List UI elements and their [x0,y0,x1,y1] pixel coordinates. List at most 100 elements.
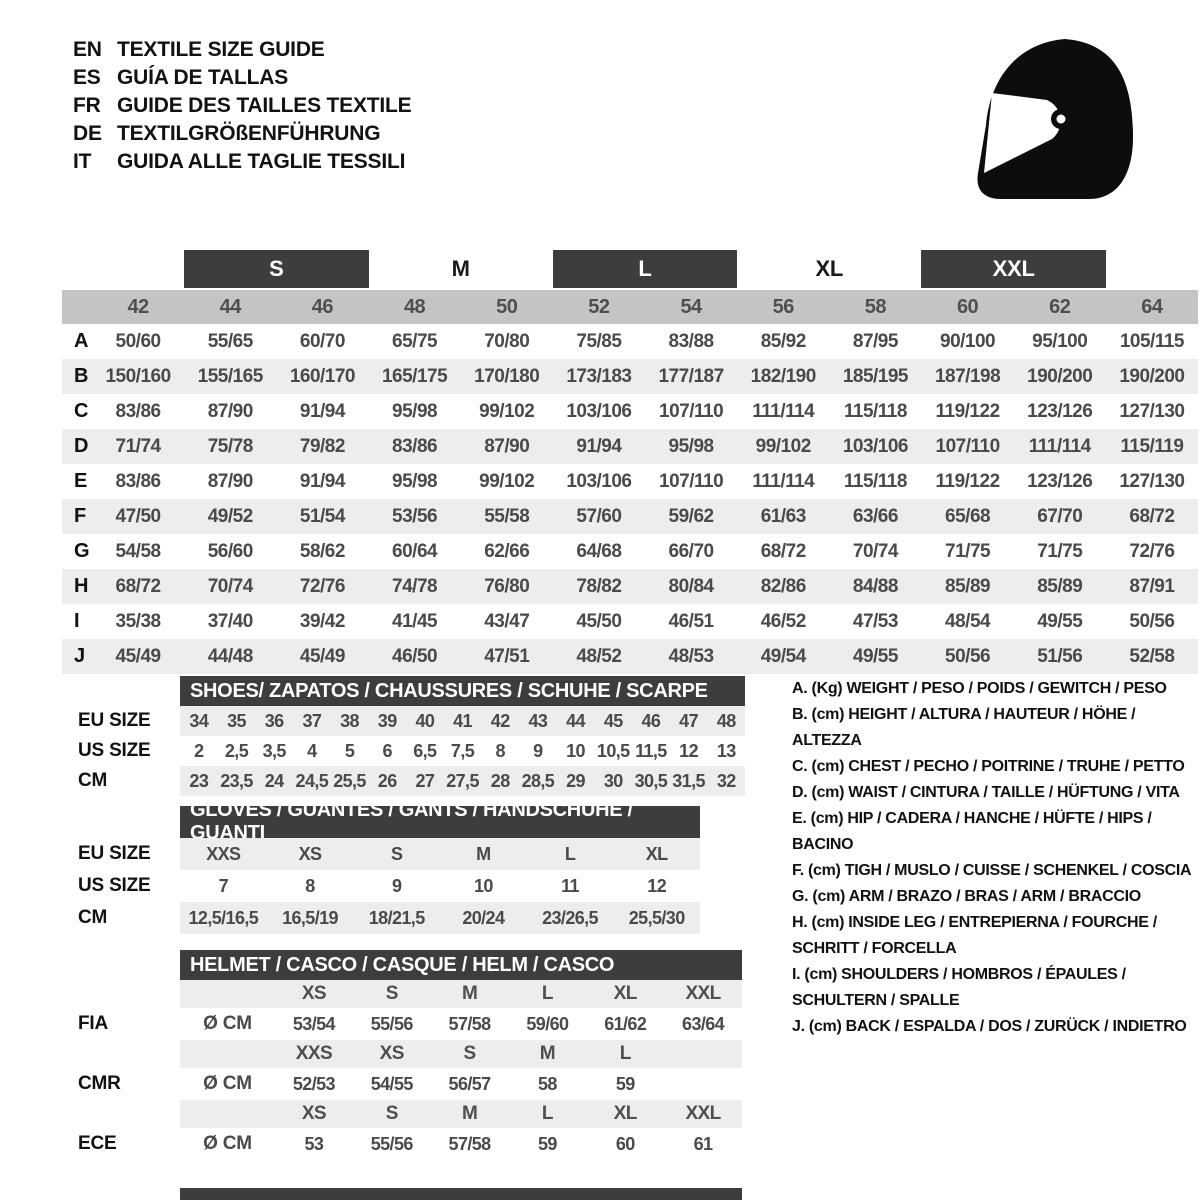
value-cell: 48/53 [668,645,715,667]
legend-entry: J. (cm) BACK / ESPALDA / DOS / ZURÜCK / … [792,1018,1187,1035]
size-cell: L [564,843,576,864]
size-cell: 12 [679,740,698,761]
value-cell: 87/90 [207,400,254,422]
value-cell: 63/66 [852,505,899,527]
legend-entry: G. (cm) ARM / BRAZO / BRAS / ARM / BRACC… [792,888,1141,905]
size-cell: 3,5 [262,740,287,761]
standard-label [60,1040,180,1068]
value-cell: 37/40 [207,610,254,632]
size-row: EU SIZE XXS XS S M L XL [60,838,700,870]
row-cells: 12,5/16,5 16,5/19 18/21,5 20/24 23/26,5 25,5/… [180,902,700,934]
value-cell: 87/95 [852,330,899,352]
value-cell: 190/200 [1119,365,1185,387]
value-cell: 182/190 [750,365,817,387]
value-cell: 80/84 [668,575,715,597]
size-group-l: L [552,250,738,288]
size-cell: 55/56 [370,1133,414,1154]
value-cell: 71/75 [1037,540,1083,562]
size-cell: 32 [716,770,736,791]
size-cell: 59 [615,1073,635,1094]
row-cells: Ø CM 53/54 55/56 57/58 59/60 61/62 63/64 [180,1008,742,1040]
row-label: EU SIZE [78,843,151,864]
value-cell: 49/52 [207,505,254,527]
unit-cell: Ø CM [203,1013,252,1034]
size-cell: XXS [206,843,241,864]
value-cell: 83/86 [115,400,162,422]
section-label [60,676,180,706]
size-cell: 57/58 [448,1013,492,1034]
size-head-cell: XS [301,1103,327,1124]
value-cell: 46/52 [760,610,807,632]
value-cell: 65/75 [392,330,438,352]
value-cell: 43/47 [484,610,530,632]
row-letter: C [74,400,89,422]
value-cell: 82/86 [760,575,807,597]
section-header-row: HELMET / CASCO / CASQUE / HELM / CASCO [60,950,742,980]
value-cell: 95/100 [1032,330,1088,352]
value-cell: 70/74 [852,540,899,562]
textile-size-table: S M L XL XXL 42 44 46 48 50 52 54 56 58 60 62 64 A 50/60 55… [62,250,1198,674]
size-number-cell: 44 [219,295,242,318]
value-cell: 115/119 [1120,435,1184,457]
size-cell: 29 [566,770,585,791]
value-cell: 99/102 [755,435,812,457]
gloves-section: GLOVES / GUANTES / GANTS / HANDSCHUHE / … [60,799,700,934]
value-cell: 170/180 [474,365,540,387]
value-cell: 91/94 [299,400,346,422]
standard-label [60,980,180,1008]
value-cell: 119/122 [935,400,1001,422]
value-cell: 75/78 [207,435,254,457]
value-cell: 95/98 [392,400,438,422]
language-code: ES [73,66,101,89]
size-cell: 38 [340,710,359,731]
size-cell: 10,5 [596,740,630,761]
size-cell: 4 [307,740,317,761]
value-cell: 87/91 [1129,575,1175,597]
row-label: US SIZE [78,740,151,761]
value-cell: 60/70 [299,330,346,352]
value-cell: 50/60 [115,330,162,352]
measurement-legend: A. (Kg) WEIGHT / PESO / POIDS / GEWITCH … [792,676,1200,1040]
size-cell: 40 [415,710,435,731]
size-cell: 44 [566,710,585,731]
measure-row-d: D 71/74 75/78 79/82 83/86 87/90 91/94 95/98 99/1… [62,429,1198,464]
value-cell: 111/114 [1028,435,1092,457]
size-group-xxl: XXL [921,250,1106,288]
size-cell: 63/64 [682,1013,725,1034]
size-cell: 16,5/19 [282,907,338,928]
language-item: ES GUÍA DE TALLAS [73,64,411,92]
value-cell: 47/51 [484,645,530,667]
value-cell: 103/106 [842,435,909,457]
language-item: FR GUIDE DES TAILLES TEXTILE [73,92,412,120]
value-cell: 87/90 [484,435,530,457]
row-cells: 2 2,5 3,5 4 5 6 6,5 7,5 8 9 10 10,5 11,5 12 13 [180,736,745,766]
value-cell: 47/50 [115,505,162,527]
value-cell: 68/72 [760,540,807,562]
language-title: TEXTILGRÖßENFÜHRUNG [117,122,381,145]
row-cells: XS S M L XL XXL [180,980,742,1008]
legend-entry: D. (cm) WAIST / CINTURA / TAILLE / HÜFTU… [792,784,1180,801]
size-row: CM 12,5/16,5 16,5/19 18/21,5 20/24 23/26,5 25,… [60,902,700,934]
size-cell: 10 [473,875,493,896]
value-cell: 45/49 [115,645,162,667]
value-cell: 177/187 [658,365,724,387]
size-cell: 57/58 [448,1133,492,1154]
value-cell: 103/106 [566,400,632,422]
size-cell: 45 [603,710,623,731]
value-cell: 55/65 [207,330,254,352]
value-cell: 72/76 [1129,540,1175,562]
value-cell: 185/195 [842,365,909,387]
shoes-section: SHOES/ ZAPATOS / CHAUSSURES / SCHUHE / S… [60,676,745,796]
size-cell: 23,5 [220,770,253,791]
size-cell: 8 [495,740,506,761]
language-title: TEXTILE SIZE GUIDE [117,38,325,61]
value-cell: 71/74 [115,435,162,457]
row-letter: G [74,540,90,562]
value-cell: 83/88 [668,330,715,352]
section-title: GLOVES / GUANTES / GANTS / HANDSCHUHE / … [180,799,700,844]
size-cell: 10 [566,740,585,761]
language-code: DE [73,122,102,145]
section-title: HELMET / CASCO / CASQUE / HELM / CASCO [180,950,742,980]
value-cell: 51/54 [299,505,346,527]
size-cell: 52/53 [292,1073,336,1094]
